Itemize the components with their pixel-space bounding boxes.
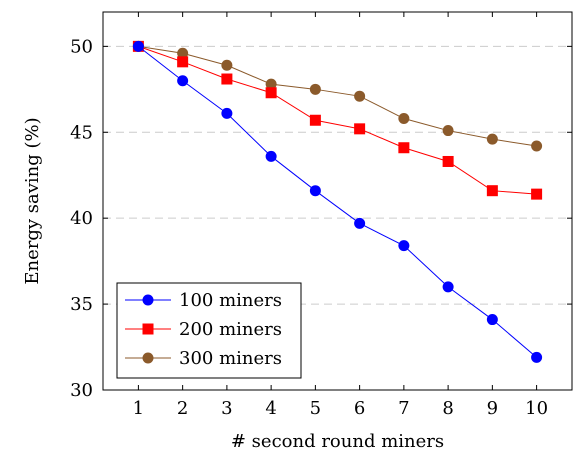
y-axis-label: Energy saving (%) [22,117,43,284]
x-axis-label: # second round miners [231,431,444,452]
x-tick-label: 8 [442,398,453,419]
data-point-300-miners [398,113,410,125]
x-tick-label: 5 [310,398,321,419]
data-point-100-miners [354,217,366,229]
x-tick-label: 7 [398,398,409,419]
data-point-300-miners [531,140,543,152]
legend: 100 miners 200 miners 300 miners [116,282,302,379]
y-tick-label: 50 [70,36,93,57]
data-point-200-miners [354,123,366,135]
data-point-200-miners [265,87,277,99]
series-100-miners [132,40,543,363]
series-300-miners [132,40,543,152]
data-point-200-miners [221,73,233,85]
data-point-100-miners [309,185,321,197]
data-point-300-miners [177,47,189,59]
data-point-200-miners [398,142,410,154]
data-point-100-miners [442,281,454,293]
data-point-100-miners [531,351,543,363]
x-tick-label: 9 [487,398,498,419]
y-tick-label: 40 [70,208,93,229]
data-point-300-miners [354,90,366,102]
data-point-100-miners [265,150,277,162]
series-line-200-miners [138,45,537,195]
data-point-100-miners [132,40,144,52]
legend-marker-300-miners [142,352,154,364]
legend-label-100-miners: 100 miners [179,290,282,311]
x-tick-label: 2 [177,398,188,419]
x-tick-label: 3 [221,398,232,419]
data-point-100-miners [177,75,189,87]
data-point-200-miners [442,155,454,167]
y-tick-label: 35 [70,294,93,315]
series-line-100-miners [138,45,537,358]
data-point-100-miners [221,107,233,119]
series-200-miners [132,40,543,200]
plot-frame [102,11,573,391]
data-point-200-miners [309,114,321,126]
data-point-300-miners [486,133,498,145]
series-layer [132,40,543,363]
legend-label-200-miners: 200 miners [179,319,282,340]
series-line-300-miners [138,45,537,147]
data-point-300-miners [309,83,321,95]
data-point-200-miners [531,188,543,200]
data-point-300-miners [442,125,454,137]
data-point-300-miners [221,59,233,71]
x-tick-label: 1 [133,398,144,419]
data-point-200-miners [486,185,498,197]
data-point-100-miners [486,314,498,326]
x-tick-label: 6 [354,398,365,419]
y-tick-label: 45 [70,122,93,143]
data-point-100-miners [398,240,410,252]
grid-layer [103,45,572,305]
legend-marker-200-miners [142,323,154,335]
data-point-300-miners [265,78,277,90]
legend-label-300-miners: 300 miners [179,348,282,369]
x-tick-label: 10 [525,398,548,419]
data-point-200-miners [177,56,189,68]
x-tick-label: 4 [265,398,276,419]
legend-marker-100-miners [142,294,154,306]
y-tick-label: 30 [70,380,93,401]
